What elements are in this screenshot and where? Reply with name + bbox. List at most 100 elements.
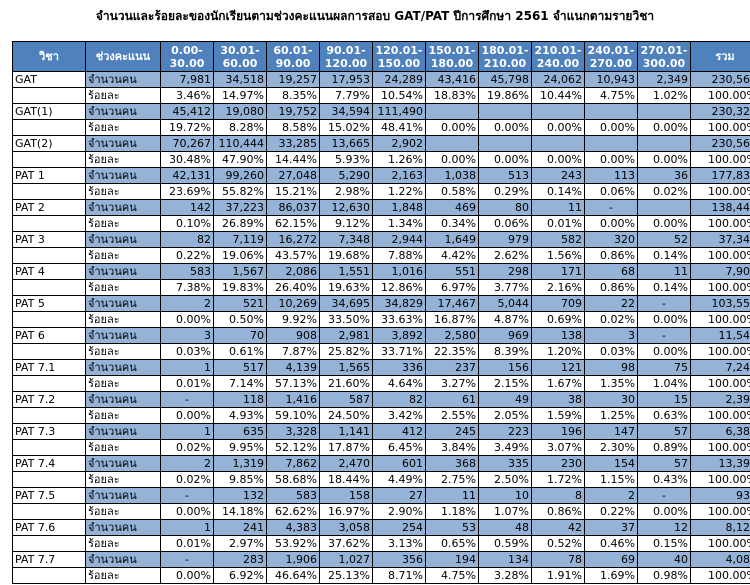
percent-cell: 1.02%	[637, 87, 691, 104]
count-cell: 11	[637, 263, 691, 280]
count-cell: -	[584, 199, 638, 216]
percent-cell: 0.00%	[637, 151, 691, 168]
percent-cell: 3.13%	[372, 535, 426, 552]
count-cell: 2,470	[319, 455, 373, 472]
count-cell: 1	[160, 519, 214, 536]
subject-cell: PAT 7.3	[12, 423, 86, 440]
percent-cell: 0.03%	[160, 343, 214, 360]
percent-cell: 0.14%	[637, 279, 691, 296]
percent-cell: 1.20%	[531, 343, 585, 360]
count-cell	[478, 135, 532, 152]
count-cell: 80	[478, 199, 532, 216]
table-body: GAT จำนวนคน 7,981 34,518 19,257 17,953 24,289 4…	[12, 71, 750, 584]
count-cell: 34,594	[319, 103, 373, 120]
percent-cell: 62.62%	[266, 503, 320, 520]
count-cell: 37,223	[213, 199, 267, 216]
percent-cell: 7.79%	[319, 87, 373, 104]
percent-row: ร้อยละ 0.00% 4.93% 59.10% 24.50% 3.42% 2.55% 2.…	[12, 407, 750, 424]
percent-cell: 3.84%	[425, 439, 479, 456]
percent-label: ร้อยละ	[85, 567, 161, 584]
count-cell: 2,086	[266, 263, 320, 280]
count-cell: 36	[637, 167, 691, 184]
count-label: จำนวนคน	[85, 199, 161, 216]
count-cell: 469	[425, 199, 479, 216]
percent-cell: 25.82%	[319, 343, 373, 360]
percent-cell: 4.64%	[372, 375, 426, 392]
count-label: จำนวนคน	[85, 135, 161, 152]
count-cell	[531, 135, 585, 152]
percent-cell: 3.27%	[425, 375, 479, 392]
count-label: จำนวนคน	[85, 359, 161, 376]
count-cell: 171	[531, 263, 585, 280]
count-cell: 1,567	[213, 263, 267, 280]
count-cell: 19,752	[266, 103, 320, 120]
percent-cell: 100.00%	[690, 87, 750, 104]
count-cell: 1,016	[372, 263, 426, 280]
percent-cell: 43.57%	[266, 247, 320, 264]
percent-cell: 3.07%	[531, 439, 585, 456]
count-row: PAT 5 จำนวนคน 2 521 10,269 34,695 34,829 17,467…	[12, 295, 750, 312]
count-cell: 583	[160, 263, 214, 280]
count-cell: 22	[584, 295, 638, 312]
count-row: PAT 4 จำนวนคน 583 1,567 2,086 1,551 1,016 551 29…	[12, 263, 750, 280]
percent-cell: 0.00%	[478, 119, 532, 136]
percent-row: ร้อยละ 0.00% 6.92% 46.64% 25.13% 8.71% 4.75% 3.…	[12, 567, 750, 584]
count-cell: 99,260	[213, 167, 267, 184]
count-label: จำนวนคน	[85, 263, 161, 280]
count-label: จำนวนคน	[85, 551, 161, 568]
count-cell	[584, 103, 638, 120]
subject-cell: PAT 7.5	[12, 487, 86, 504]
percent-cell: 0.43%	[637, 471, 691, 488]
percent-cell: 0.61%	[213, 343, 267, 360]
count-cell: 33,285	[266, 135, 320, 152]
count-cell: 7,981	[160, 71, 214, 88]
percent-cell: 0.52%	[531, 535, 585, 552]
subject-cell-continuation	[12, 471, 86, 488]
count-cell: 13,665	[319, 135, 373, 152]
percent-cell: 9.85%	[213, 471, 267, 488]
percent-cell: 0.00%	[425, 151, 479, 168]
column-header: 60.01- 90.00	[266, 41, 320, 72]
percent-cell: 9.12%	[319, 215, 373, 232]
count-cell: 45,412	[160, 103, 214, 120]
subject-cell-continuation	[12, 567, 86, 584]
percent-label: ร้อยละ	[85, 87, 161, 104]
percent-cell: 0.00%	[531, 119, 585, 136]
count-cell: 3,058	[319, 519, 373, 536]
percent-cell: 100.00%	[690, 215, 750, 232]
count-row: PAT 7.3 จำนวนคน 1 635 3,328 1,141 412 245 223 196…	[12, 423, 750, 440]
count-row: PAT 7.1 จำนวนคน 1 517 4,139 1,565 336 237 156 121…	[12, 359, 750, 376]
percent-cell: 100.00%	[690, 407, 750, 424]
count-row: PAT 7.2 จำนวนคน -118 1,416 587 82 61 49 38 30 15 2,…	[12, 391, 750, 408]
subject-cell: PAT 7.2	[12, 391, 86, 408]
subject-cell-continuation	[12, 375, 86, 392]
percent-cell: 1.07%	[478, 503, 532, 520]
count-cell: 1	[160, 359, 214, 376]
percent-cell: 58.68%	[266, 471, 320, 488]
count-cell: 142	[160, 199, 214, 216]
percent-cell: 16.97%	[319, 503, 373, 520]
percent-cell: 0.00%	[637, 311, 691, 328]
count-cell: 154	[584, 455, 638, 472]
count-cell: 70	[213, 327, 267, 344]
percent-cell: 16.87%	[425, 311, 479, 328]
percent-cell: 4.75%	[584, 87, 638, 104]
count-row: GAT(1) จำนวนคน 45,412 19,080 19,752 34,594 111…	[12, 103, 750, 120]
subject-cell-continuation	[12, 407, 86, 424]
count-cell: 27	[372, 487, 426, 504]
count-cell: 15	[637, 391, 691, 408]
count-cell: 1,906	[266, 551, 320, 568]
count-cell: 42,131	[160, 167, 214, 184]
count-cell: 69	[584, 551, 638, 568]
percent-cell: 25.13%	[319, 567, 373, 584]
count-cell: 1,319	[213, 455, 267, 472]
count-cell: 12,630	[319, 199, 373, 216]
count-cell: 5,290	[319, 167, 373, 184]
count-cell	[478, 103, 532, 120]
count-cell: 8,129	[690, 519, 750, 536]
count-cell: 42	[531, 519, 585, 536]
percent-cell: 4.93%	[213, 407, 267, 424]
count-cell: 2,580	[425, 327, 479, 344]
percent-cell: 0.65%	[425, 535, 479, 552]
percent-cell: 2.75%	[425, 471, 479, 488]
